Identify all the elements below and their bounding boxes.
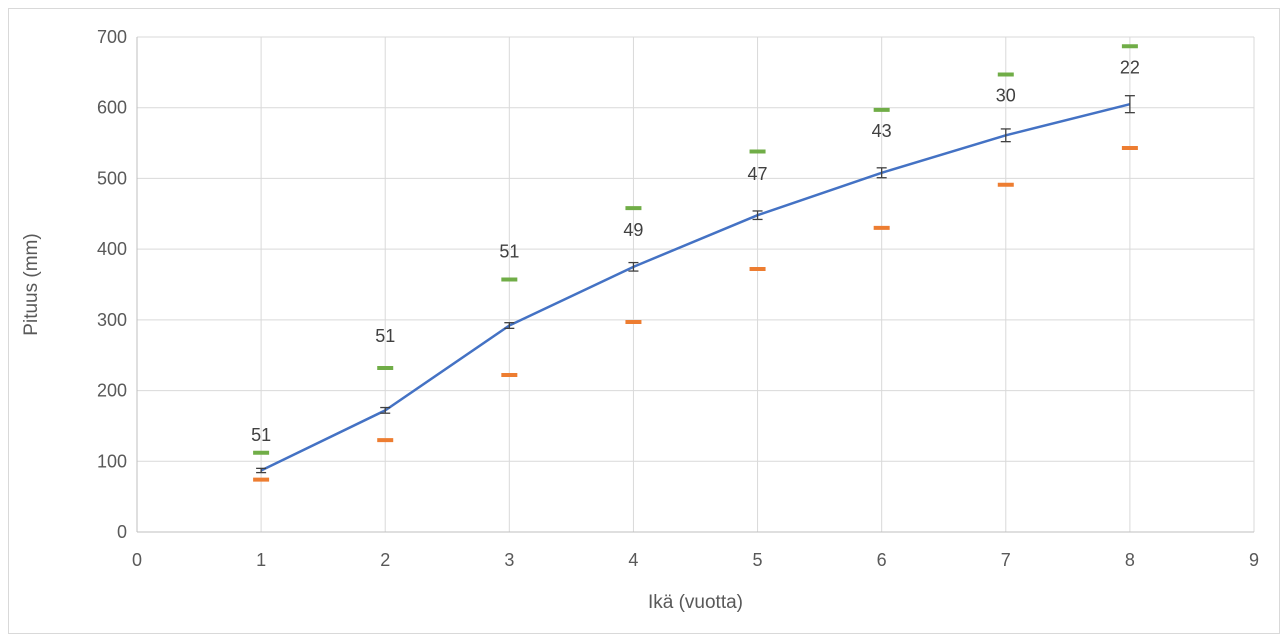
- count-data-label: 51: [251, 425, 271, 445]
- y-axis-title: Pituus (mm): [21, 233, 42, 335]
- x-tick-label: 2: [380, 550, 390, 570]
- count-data-label: 51: [375, 326, 395, 346]
- error-bar: [504, 322, 515, 329]
- x-tick-label: 6: [877, 550, 887, 570]
- y-tick-label: 500: [97, 168, 127, 188]
- error-bar: [380, 406, 391, 414]
- error-bar: [628, 261, 639, 272]
- x-tick-label: 0: [132, 550, 142, 570]
- count-data-label: 43: [872, 121, 892, 141]
- y-tick-label: 0: [117, 522, 127, 542]
- y-tick-label: 100: [97, 451, 127, 471]
- error-bar: [752, 210, 763, 221]
- y-tick-label: 300: [97, 310, 127, 330]
- count-data-label: 51: [499, 241, 519, 261]
- x-axis-title: Ikä (vuotta): [648, 592, 743, 613]
- error-bar: [876, 167, 887, 179]
- x-tick-label: 3: [504, 550, 514, 570]
- tick-labels: 0 100 200 300 400 500 600 700 0 1 2 3 4 5 6 7 8 9: [97, 27, 1259, 570]
- x-tick-label: 1: [256, 550, 266, 570]
- data-labels: 51 51 51 49 47 43 30 22: [251, 57, 1140, 445]
- count-data-label: 22: [1120, 57, 1140, 77]
- y-tick-label: 600: [97, 98, 127, 118]
- chart-frame: [8, 8, 1280, 634]
- x-tick-label: 7: [1001, 550, 1011, 570]
- x-tick-label: 8: [1125, 550, 1135, 570]
- count-data-label: 30: [996, 86, 1016, 106]
- axes: [136, 37, 1254, 533]
- error-bar: [1000, 128, 1011, 143]
- mean-length-line: [260, 102, 1131, 472]
- count-data-label: 47: [748, 164, 768, 184]
- error-bar: [256, 467, 267, 474]
- x-tick-label: 5: [753, 550, 763, 570]
- error-bar: [1124, 95, 1135, 114]
- count-data-label: 49: [623, 220, 643, 240]
- x-tick-label: 9: [1249, 550, 1259, 570]
- series-layer: [253, 44, 1138, 482]
- y-tick-label: 700: [97, 27, 127, 47]
- grid-lines: [137, 36, 1255, 532]
- y-tick-label: 400: [97, 239, 127, 259]
- x-tick-label: 4: [628, 550, 638, 570]
- y-tick-label: 200: [97, 381, 127, 401]
